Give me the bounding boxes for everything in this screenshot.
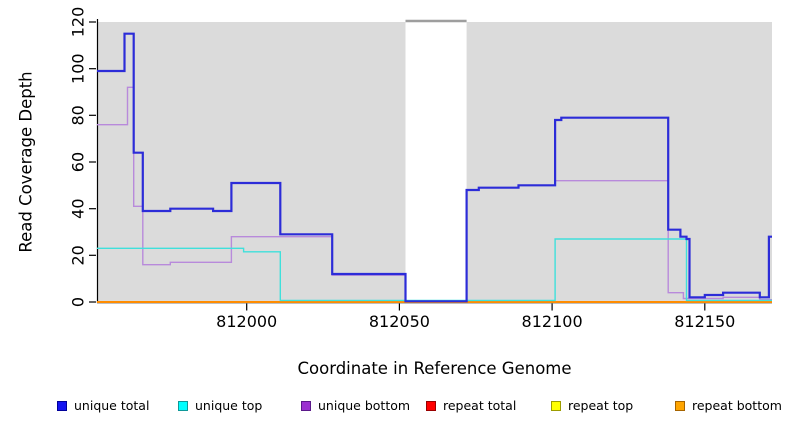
legend-item-unique-bottom: unique bottom bbox=[301, 398, 410, 414]
legend-swatch-repeat-bottom bbox=[675, 401, 685, 411]
legend-item-repeat-top: repeat top bbox=[551, 398, 633, 414]
x-tick-label: 812150 bbox=[674, 312, 735, 331]
legend-item-unique-top: unique top bbox=[178, 398, 262, 414]
chart-legend: unique total unique top unique bottom repea… bbox=[0, 398, 792, 420]
y-tick-label: 60 bbox=[69, 152, 88, 172]
series-unique-total bbox=[97, 32, 772, 303]
x-axis-title: Coordinate in Reference Genome bbox=[297, 359, 572, 378]
y-tick-label: 20 bbox=[69, 245, 88, 265]
legend-swatch-repeat-top bbox=[551, 401, 561, 411]
y-tick-label: 120 bbox=[69, 7, 88, 38]
x-tick-label: 812050 bbox=[369, 312, 430, 331]
legend-item-repeat-total: repeat total bbox=[426, 398, 516, 414]
unique-region-left bbox=[97, 22, 406, 302]
y-tick-label: 100 bbox=[69, 53, 88, 84]
legend-label: repeat bottom bbox=[692, 398, 782, 413]
legend-item-repeat-bottom: repeat bottom bbox=[675, 398, 782, 414]
x-tick-label: 812000 bbox=[216, 312, 277, 331]
legend-label: unique bottom bbox=[318, 398, 411, 413]
legend-swatch-unique-total bbox=[57, 401, 67, 411]
unique-region-right bbox=[466, 22, 772, 302]
y-tick-label: 40 bbox=[69, 198, 88, 218]
legend-label: unique top bbox=[195, 398, 263, 413]
legend-swatch-repeat-total bbox=[426, 401, 436, 411]
x-tick-label: 812100 bbox=[522, 312, 583, 331]
legend-swatch-unique-top bbox=[178, 401, 188, 411]
y-tick-label: 80 bbox=[69, 105, 88, 125]
legend-item-unique-total: unique total bbox=[57, 398, 149, 414]
y-tick-label: 0 bbox=[69, 297, 88, 307]
y-axis-title: Read Coverage Depth bbox=[16, 71, 36, 253]
legend-label: unique total bbox=[74, 398, 150, 413]
legend-swatch-unique-bottom bbox=[301, 401, 311, 411]
legend-label: repeat total bbox=[443, 398, 517, 413]
legend-label: repeat top bbox=[568, 398, 634, 413]
